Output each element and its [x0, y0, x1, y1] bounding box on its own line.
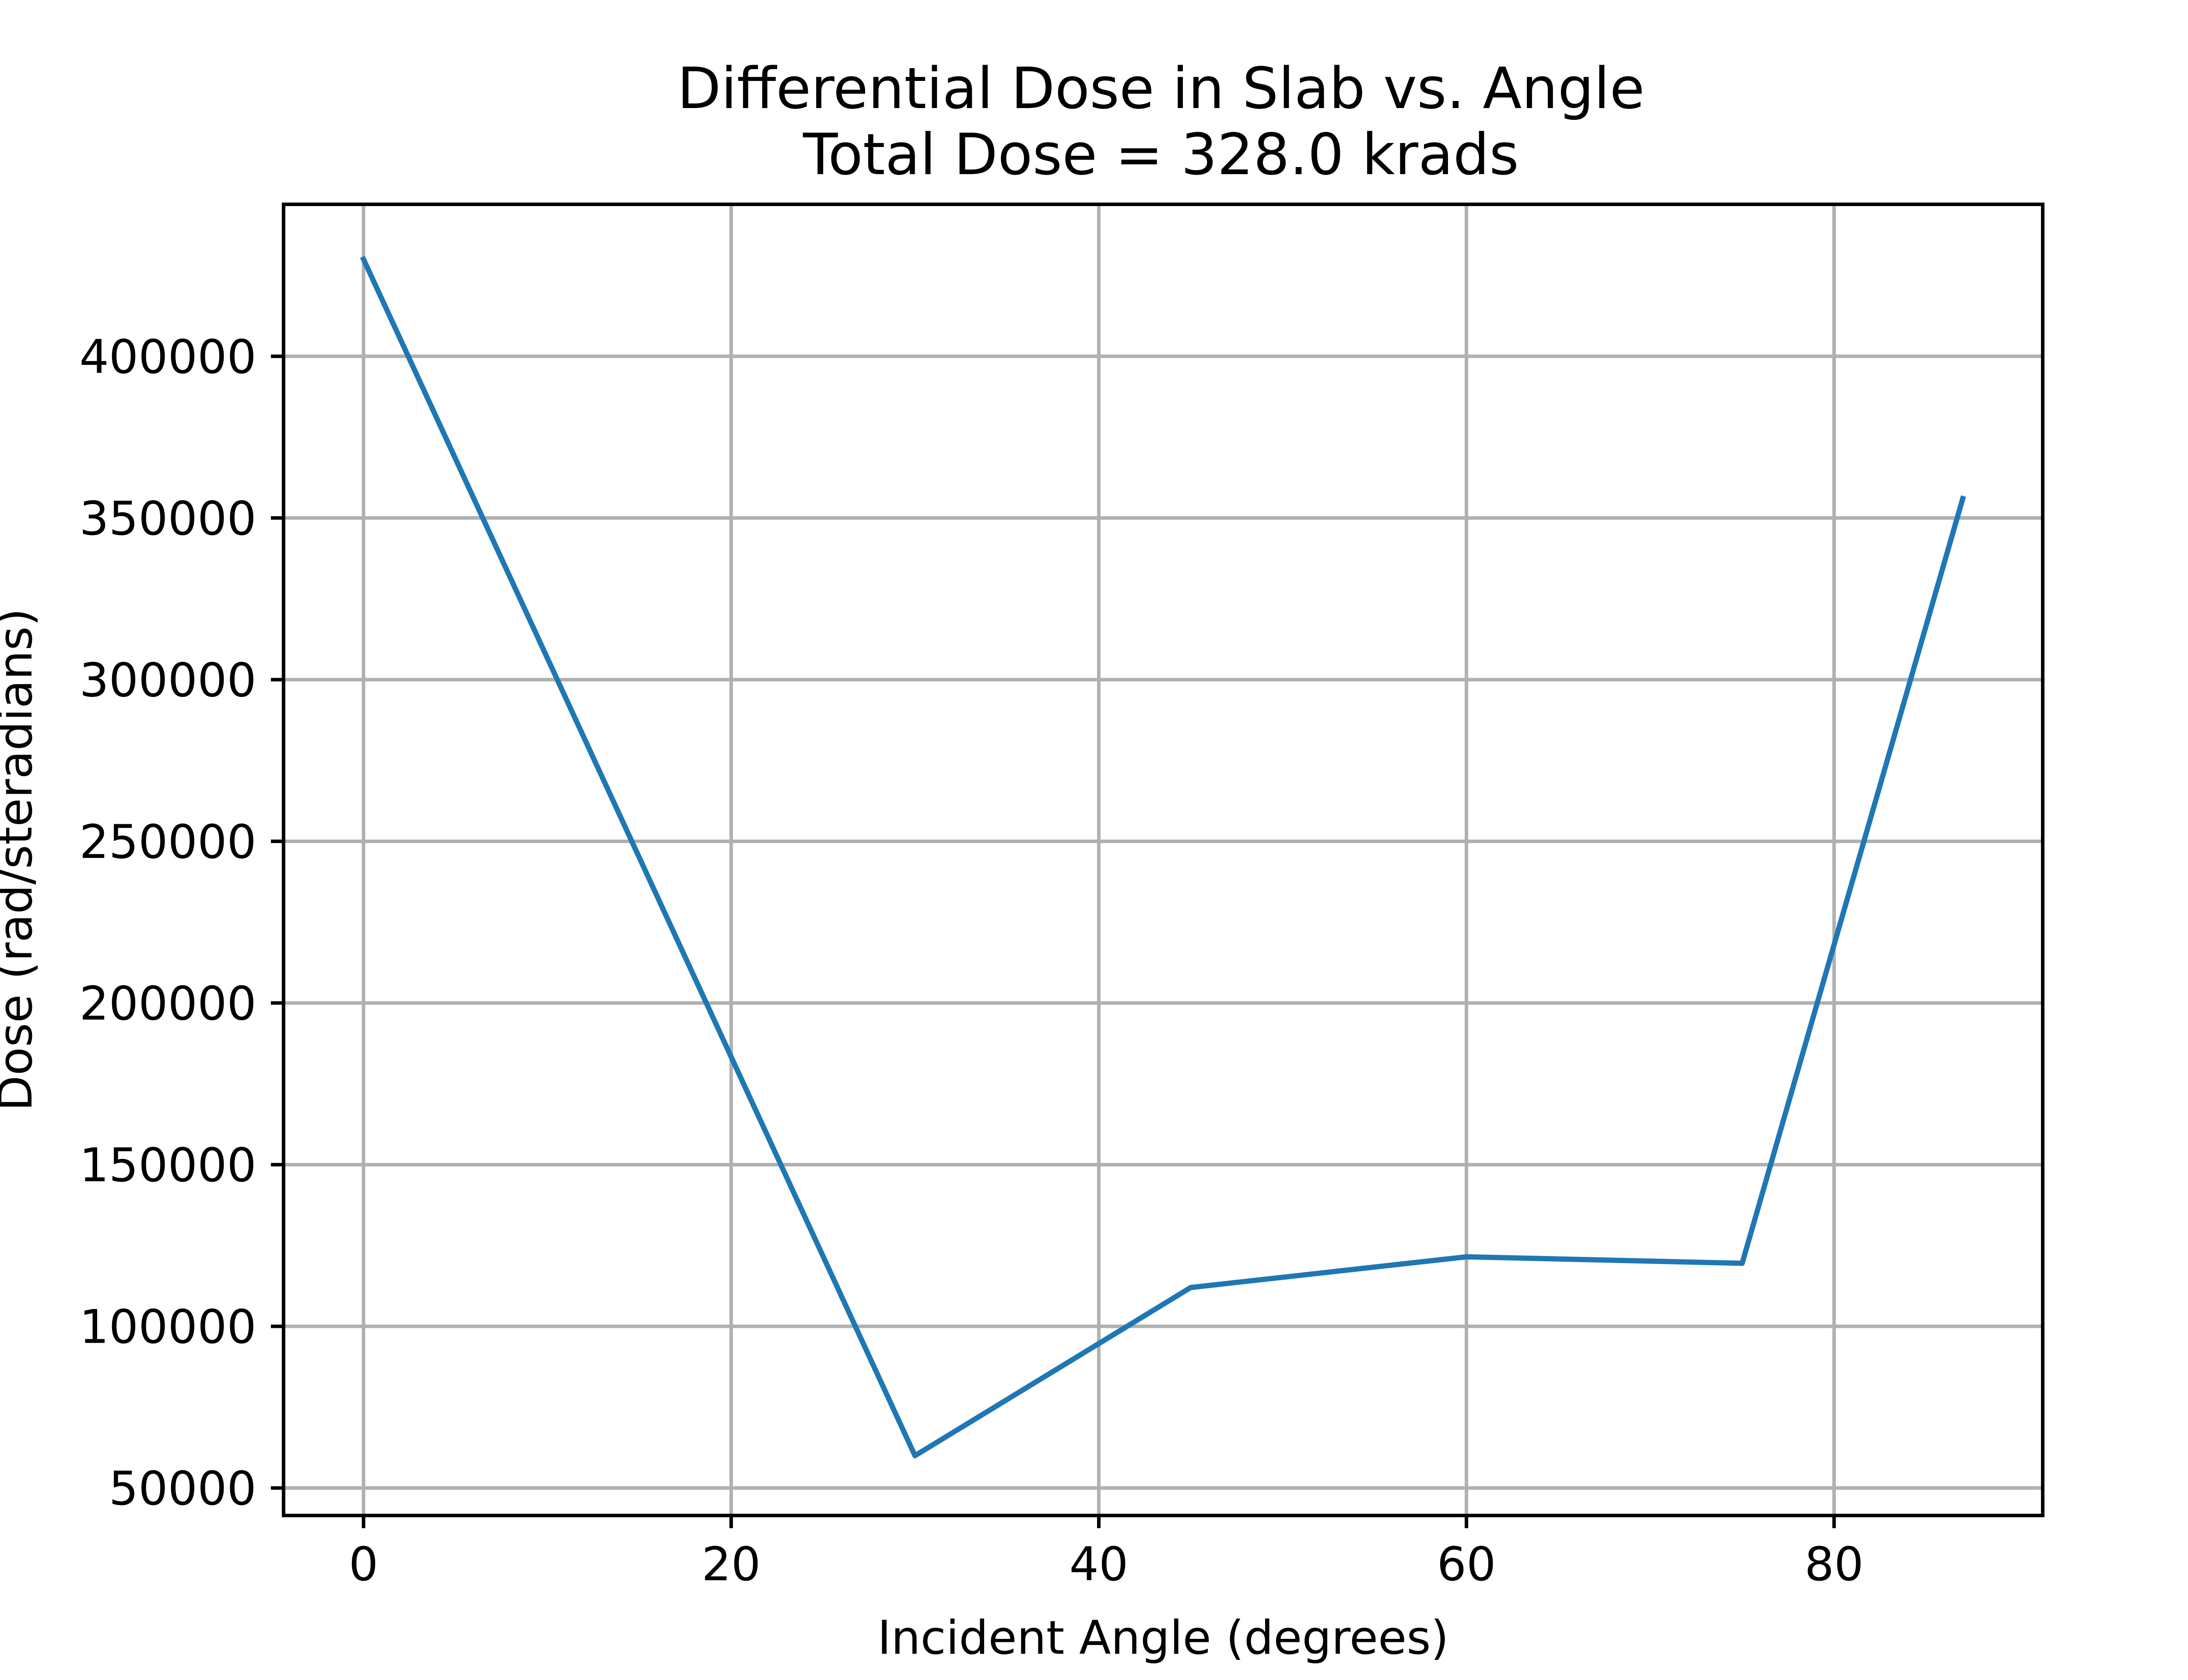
chart-title: Differential Dose in Slab vs. Angle — [677, 55, 1645, 122]
y-tick-label: 350000 — [79, 492, 256, 546]
y-tick-label: 300000 — [79, 653, 256, 707]
y-tick-label: 150000 — [79, 1138, 256, 1192]
y-tick-label: 50000 — [109, 1462, 256, 1516]
grid-lines — [284, 204, 2043, 1516]
y-axis-label: Dose (rad/steradians) — [0, 608, 42, 1111]
chart-subtitle: Total Dose = 328.0 krads — [803, 121, 1519, 188]
y-tick-label: 250000 — [79, 815, 256, 869]
y-tick-label: 100000 — [79, 1300, 256, 1354]
series-line — [360, 256, 1966, 1459]
y-tick-label: 400000 — [79, 330, 256, 384]
x-axis-label: Incident Angle (degrees) — [877, 1611, 1449, 1665]
axis-ticks: 0 20 40 60 80 50000 100000 150000 200000 250000 30… — [79, 330, 1863, 1591]
x-tick-label: 60 — [1437, 1537, 1496, 1591]
plot-area-frame — [282, 203, 2044, 1517]
x-tick-label: 0 — [349, 1537, 378, 1591]
x-tick-label: 40 — [1069, 1537, 1129, 1591]
y-tick-label: 200000 — [79, 977, 256, 1031]
series-lines — [360, 256, 1966, 1459]
x-tick-label: 20 — [701, 1537, 761, 1591]
x-tick-label: 80 — [1805, 1537, 1864, 1591]
